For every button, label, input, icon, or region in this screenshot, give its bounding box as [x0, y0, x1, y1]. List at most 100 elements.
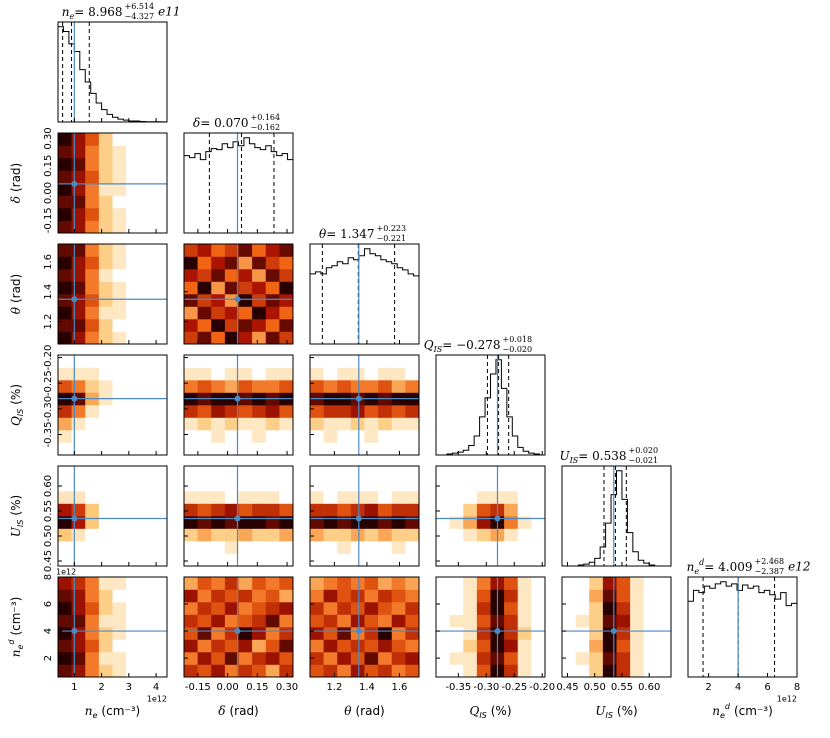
density-cell	[71, 491, 86, 504]
density-cell	[337, 577, 352, 590]
density-cell	[85, 553, 100, 567]
panel-frame	[435, 576, 546, 678]
density-panel	[57, 465, 168, 567]
density-cell	[265, 244, 280, 257]
density-cell	[139, 170, 154, 184]
density-cell	[279, 417, 294, 431]
density-cell	[265, 627, 280, 640]
density-cell	[279, 294, 294, 307]
symbol-sub: IS	[433, 345, 443, 354]
density-cell	[211, 614, 226, 628]
density-cell	[265, 355, 280, 368]
density-cell	[98, 491, 113, 504]
density-panel	[57, 354, 168, 456]
density-cell	[476, 627, 491, 640]
density-cell	[71, 614, 86, 628]
density-cell	[58, 430, 72, 443]
density-cell	[265, 478, 280, 492]
density-cell	[616, 639, 631, 653]
density-cell	[126, 133, 141, 146]
density-cell	[531, 491, 546, 504]
density-cell	[139, 516, 154, 529]
density-cell	[449, 478, 464, 492]
density-cell	[310, 380, 324, 393]
density-cell	[252, 602, 267, 615]
density-cell	[463, 639, 478, 653]
density-cell	[562, 627, 576, 640]
density-cell	[211, 430, 226, 443]
density-cell	[98, 466, 113, 479]
density-cell	[71, 244, 86, 257]
density-cell	[197, 355, 212, 368]
density-cell	[657, 664, 672, 678]
density-cell	[98, 294, 113, 307]
density-cell	[378, 516, 393, 529]
density-cell	[197, 589, 212, 603]
x-tick-label: 0.60	[638, 682, 660, 693]
density-cell	[310, 589, 324, 603]
x-tick-label: 0.00	[216, 682, 238, 693]
density-cell	[463, 577, 478, 590]
density-cell	[71, 405, 86, 418]
y-tick-label: 1.2	[43, 314, 54, 330]
density-cell	[153, 528, 168, 542]
density-cell	[238, 367, 253, 381]
density-cell	[252, 664, 267, 678]
density-cell	[197, 269, 212, 282]
density-cell	[112, 294, 127, 307]
density-cell	[126, 478, 141, 492]
density-cell	[378, 367, 393, 381]
density-cell	[589, 602, 604, 615]
y-tick-label: 0.45	[43, 550, 54, 572]
density-cell	[602, 614, 617, 628]
density-cell	[504, 664, 519, 678]
symbol-text: ne (cm⁻³)	[85, 704, 140, 721]
density-cell	[197, 478, 212, 492]
density-cell	[224, 602, 239, 615]
density-cell	[378, 355, 393, 368]
density-cell	[112, 244, 127, 257]
density-cell	[531, 553, 546, 567]
density-cell	[391, 602, 406, 615]
panel-frame	[57, 243, 168, 345]
density-cell	[112, 133, 127, 146]
density-cell	[364, 577, 379, 590]
symbol: Q	[9, 416, 23, 426]
panel-frame	[309, 354, 420, 456]
density-cell	[112, 541, 127, 554]
density-cell	[58, 269, 72, 282]
density-cell	[85, 614, 100, 628]
density-cell	[153, 664, 168, 678]
x-tick-label: 2	[705, 682, 711, 693]
density-cell	[197, 442, 212, 456]
density-cell	[98, 442, 113, 456]
density-cell	[562, 652, 576, 665]
density-cell	[112, 589, 127, 603]
density-cell	[310, 639, 324, 653]
symbol-text: ned= 4.009	[687, 558, 753, 576]
density-cell	[184, 577, 198, 590]
x-tick-label: 0.50	[584, 682, 606, 693]
density-cell	[337, 430, 352, 443]
density-cell	[58, 195, 72, 209]
unit: (rad)	[9, 163, 23, 192]
density-cell	[85, 541, 100, 554]
truth-point	[355, 395, 362, 402]
truth-point	[234, 628, 241, 635]
density-cell	[436, 553, 450, 567]
density-cell	[126, 244, 141, 257]
density-cell	[58, 466, 72, 479]
density-cell	[252, 528, 267, 542]
density-cell	[184, 589, 198, 603]
density-cell	[211, 652, 226, 665]
symbol: Q	[469, 704, 479, 718]
density-cell	[517, 528, 532, 542]
symbol-text: θ (rad)	[9, 274, 23, 315]
density-cell	[364, 478, 379, 492]
density-cell	[112, 158, 127, 171]
density-cell	[211, 602, 226, 615]
title-plus: +0.164	[251, 113, 281, 122]
density-cell	[476, 466, 491, 479]
density-cell	[279, 627, 294, 640]
